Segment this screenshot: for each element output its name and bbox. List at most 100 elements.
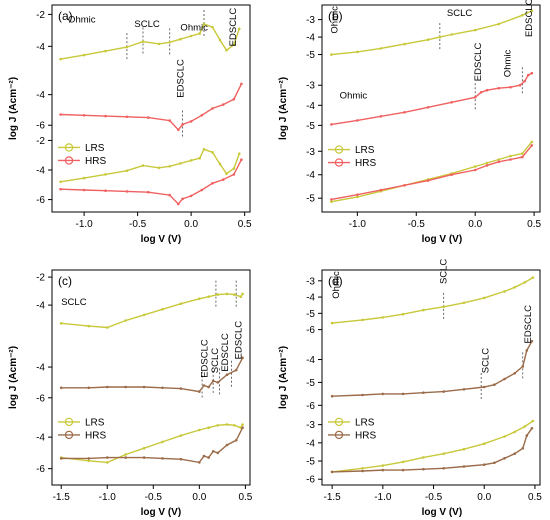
data-point-lrs — [530, 140, 534, 144]
subplot-2: -3 -4 -5 LRS HRS — [306, 140, 534, 205]
data-point-lrs — [233, 293, 236, 296]
data-point-hrs — [361, 393, 364, 397]
legend-label-lrs: LRS — [355, 417, 375, 428]
data-point-hrs — [168, 119, 171, 122]
x-tick-label: -1.0 — [374, 492, 392, 503]
annotation-label: Ohmic — [329, 6, 340, 34]
data-point-hrs — [216, 451, 220, 455]
data-point-lrs — [462, 447, 466, 451]
legend: LRS HRS — [328, 417, 376, 441]
subplot-0: -2 -4 Ohmic SCLC Ohmic EDSCLC — [36, 8, 241, 62]
panel-1: (b) -1.0 -0.5 0.0 0.5 log V (V) log J (Acm⁻²) -… — [278, 0, 541, 245]
data-point-lrs — [141, 40, 145, 43]
y-tick-label: -4 — [36, 42, 45, 53]
data-point-hrs — [221, 178, 225, 181]
data-point-hrs — [473, 168, 477, 172]
data-point-hrs — [161, 386, 164, 390]
data-point-lrs — [82, 53, 86, 57]
data-point-hrs — [426, 106, 430, 109]
data-point-lrs — [422, 308, 425, 312]
data-point-lrs — [157, 166, 161, 170]
x-tick-label: -1.5 — [324, 492, 342, 503]
subplot-1: -4 -5 -6 SCLC EDSCLC — [306, 305, 534, 412]
annotation-label: EDSCLC — [176, 59, 187, 98]
data-point-lrs — [142, 313, 146, 317]
annotation-label: EDSCLC — [200, 339, 211, 378]
data-point-hrs — [104, 114, 107, 118]
y-tick-label: -3 — [306, 147, 315, 158]
data-point-hrs — [161, 457, 164, 460]
y-tick-label: -3 — [306, 81, 315, 92]
data-point-lrs — [523, 425, 527, 428]
y-tick-label: -6 — [306, 325, 315, 336]
legend: LRS HRS — [58, 417, 106, 441]
annotation-label: Ohmic — [68, 14, 96, 25]
data-point-hrs — [104, 189, 107, 192]
y-tick-label: -2 — [36, 136, 45, 147]
data-point-hrs — [473, 96, 477, 99]
data-point-lrs — [482, 442, 486, 446]
data-point-hrs — [379, 115, 383, 118]
data-point-hrs — [181, 197, 184, 201]
x-tick-label: 0.5 — [238, 219, 252, 230]
subplot-2: -2 -4 -6 LRS HRS — [36, 136, 243, 206]
data-point-lrs — [161, 440, 164, 444]
data-point-hrs — [523, 79, 526, 83]
data-point-hrs — [147, 116, 150, 119]
data-point-lrs — [238, 27, 241, 31]
y-tick-label: -6 — [36, 464, 45, 475]
x-tick-label: -1.0 — [75, 219, 93, 230]
data-point-lrs — [225, 423, 229, 426]
data-point-hrs — [211, 379, 215, 383]
data-point-hrs — [401, 392, 405, 396]
data-point-hrs — [59, 113, 62, 116]
y-tick-label: -3 — [306, 276, 315, 287]
y-tick-label: -4 — [36, 166, 45, 177]
subplot-0: -3 -4 -5 -6 Ohmic SCLC — [306, 259, 535, 336]
data-point-hrs — [330, 470, 334, 474]
data-point-hrs — [240, 158, 243, 161]
data-point-lrs — [218, 162, 222, 166]
x-tick-label: 0.0 — [477, 492, 491, 503]
data-point-hrs — [232, 97, 236, 101]
legend-label-hrs: HRS — [85, 156, 106, 167]
panel-3: (d) -1.5 -1.0 -0.5 0.0 0.5 log V (V) log J (Acm… — [278, 259, 542, 518]
data-point-hrs — [200, 188, 204, 192]
x-axis-title: log V (V) — [141, 507, 182, 518]
data-point-lrs — [531, 419, 535, 423]
data-point-hrs — [241, 426, 244, 430]
data-point-hrs — [207, 456, 210, 459]
y-tick-label: -4 — [306, 101, 315, 112]
data-point-hrs — [422, 467, 425, 471]
data-point-hrs — [493, 383, 496, 387]
data-point-lrs — [442, 452, 446, 456]
annotation-label: EDSCLC — [228, 8, 239, 47]
data-point-hrs — [521, 365, 525, 368]
annotation-label: Ohmic — [180, 22, 208, 33]
subplot-1: -4 -6 EDSCLC — [36, 59, 243, 139]
annotation-label: SCLC — [210, 348, 221, 373]
data-point-lrs — [225, 172, 228, 175]
x-tick-label: -0.5 — [408, 219, 426, 230]
data-point-lrs — [125, 45, 129, 49]
data-point-lrs — [106, 326, 109, 329]
legend-label-lrs: LRS — [355, 145, 375, 156]
legend-label-hrs: HRS — [85, 430, 106, 441]
data-point-hrs — [59, 187, 62, 191]
data-point-lrs — [202, 148, 206, 151]
data-point-lrs — [232, 43, 236, 46]
data-point-lrs — [218, 38, 222, 42]
data-point-hrs — [426, 179, 430, 182]
data-point-lrs — [216, 293, 220, 296]
series-line-hrs — [332, 427, 533, 473]
data-point-lrs — [87, 459, 91, 463]
y-tick-label: -6 — [36, 393, 45, 404]
y-axis-title: log J (Acm⁻²) — [278, 346, 289, 409]
data-point-lrs — [179, 302, 183, 306]
annotation-label: EDSCLC — [523, 305, 534, 344]
data-point-hrs — [225, 443, 229, 447]
data-point-hrs — [521, 155, 524, 159]
y-tick-label: -4 — [36, 363, 45, 374]
data-point-lrs — [157, 42, 161, 46]
data-point-hrs — [513, 452, 516, 456]
